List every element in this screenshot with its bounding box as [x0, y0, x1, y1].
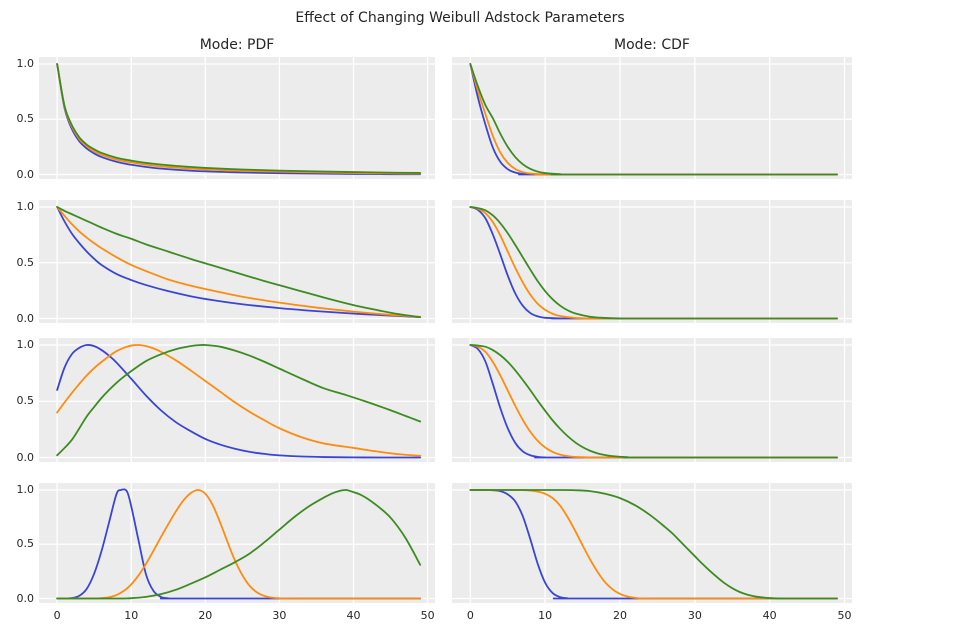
series-green-pdf-row4: [56, 489, 422, 600]
subplot-pdf-row4: [39, 483, 435, 603]
x-tick-label: 30: [687, 609, 702, 622]
series-blue-cdf-row2: [469, 206, 838, 320]
y-tick-label: 0.0: [16, 450, 35, 464]
figure-title: Effect of Changing Weibull Adstock Param…: [295, 10, 625, 26]
series-green-pdf-row1: [56, 63, 422, 174]
y-tick-label: 0.0: [16, 167, 35, 181]
series-green-pdf-row2: [56, 206, 422, 319]
y-tick-label: 1.0: [16, 483, 35, 496]
subplot-canvas-cdf-row2: [452, 200, 852, 323]
series-blue-pdf-row3: [56, 344, 422, 459]
subplot-pdf-row3: [39, 338, 435, 462]
subplot-canvas-cdf-row4: [452, 483, 852, 603]
subplot-cdf-row4: [452, 483, 852, 603]
subplot-title-pdf: Mode: PDF: [199, 37, 275, 53]
series-green-pdf-row3: [56, 344, 422, 457]
series-orange-cdf-row2: [469, 206, 838, 320]
series-blue-pdf-row4: [56, 488, 422, 600]
y-tick-label: 1.0: [16, 200, 35, 213]
series-orange-cdf-row4: [469, 489, 838, 600]
subplot-pdf-row1: [39, 57, 435, 179]
y-tick-label: 0.5: [16, 112, 35, 126]
y-tick-label: 1.0: [16, 57, 35, 70]
x-tick-label: 50: [837, 609, 852, 622]
series-blue-cdf-row3: [469, 344, 838, 459]
x-tick-label: 20: [198, 609, 213, 622]
series-green-cdf-row4: [469, 489, 838, 600]
x-tick-label: 0: [53, 609, 61, 622]
subplot-title-cdf: Mode: CDF: [614, 37, 690, 53]
subplot-canvas-pdf-row3: [39, 338, 435, 462]
subplot-cdf-row3: [452, 338, 852, 462]
subplot-cdf-row2: [452, 200, 852, 323]
subplot-canvas-cdf-row3: [452, 338, 852, 462]
subplot-canvas-pdf-row1: [39, 57, 435, 179]
subplot-canvas-cdf-row1: [452, 57, 852, 179]
x-tick-label: 10: [124, 609, 139, 622]
series-blue-pdf-row1: [56, 63, 422, 176]
x-tick-label: 20: [613, 609, 627, 622]
y-tick-label: 0.5: [16, 537, 35, 551]
series-green-cdf-row2: [469, 206, 838, 320]
series-green-cdf-row3: [469, 344, 838, 459]
y-tick-label: 1.0: [16, 338, 35, 351]
series-orange-pdf-row1: [56, 63, 422, 175]
x-tick-label: 0: [466, 609, 474, 622]
x-tick-label: 40: [346, 609, 361, 622]
x-tick-label: 40: [762, 609, 777, 622]
y-tick-label: 0.0: [16, 591, 35, 605]
series-orange-pdf-row2: [56, 206, 422, 318]
y-tick-label: 0.5: [16, 394, 35, 408]
series-blue-pdf-row2: [56, 206, 422, 318]
y-tick-label: 0.5: [16, 255, 35, 269]
series-green-cdf-row1: [469, 63, 838, 176]
series-orange-cdf-row3: [469, 344, 838, 459]
y-tick-label: 0.0: [16, 311, 35, 325]
subplot-canvas-pdf-row2: [39, 200, 435, 323]
x-tick-label: 10: [538, 609, 553, 622]
x-tick-label: 30: [272, 609, 287, 622]
subplot-canvas-pdf-row4: [39, 483, 435, 603]
subplot-cdf-row1: [452, 57, 852, 179]
series-orange-pdf-row4: [56, 489, 422, 600]
series-orange-pdf-row3: [56, 344, 422, 457]
x-tick-label: 50: [420, 609, 435, 622]
subplot-pdf-row2: [39, 200, 435, 323]
